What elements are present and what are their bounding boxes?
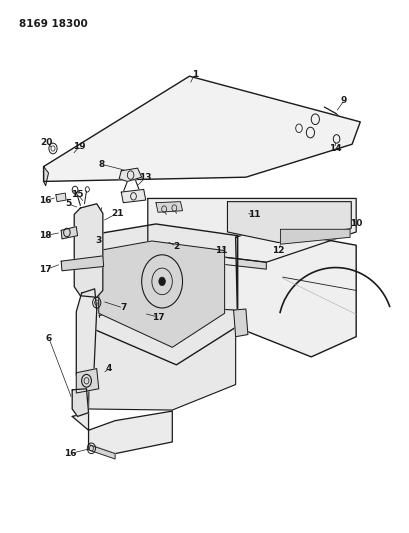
Polygon shape xyxy=(119,168,142,181)
Text: 9: 9 xyxy=(340,96,346,105)
Polygon shape xyxy=(72,389,88,416)
Polygon shape xyxy=(233,309,247,337)
Text: 1: 1 xyxy=(191,70,198,78)
Text: 6: 6 xyxy=(46,334,52,343)
Text: 5: 5 xyxy=(65,199,71,208)
Polygon shape xyxy=(56,193,66,201)
Text: 11: 11 xyxy=(215,246,227,255)
Text: 8169 18300: 8169 18300 xyxy=(19,19,88,29)
Text: 12: 12 xyxy=(272,246,284,255)
Polygon shape xyxy=(88,306,235,410)
Text: 15: 15 xyxy=(71,190,83,199)
Text: 20: 20 xyxy=(40,138,52,147)
Polygon shape xyxy=(43,166,48,185)
Polygon shape xyxy=(147,248,265,269)
Polygon shape xyxy=(227,201,351,243)
Text: 3: 3 xyxy=(95,237,102,246)
Polygon shape xyxy=(86,224,237,365)
Text: 11: 11 xyxy=(247,210,260,219)
Polygon shape xyxy=(121,189,145,203)
Text: 18: 18 xyxy=(38,231,51,240)
Text: 4: 4 xyxy=(106,364,112,373)
Text: 19: 19 xyxy=(73,142,85,151)
Text: 2: 2 xyxy=(173,242,179,251)
Polygon shape xyxy=(43,76,360,181)
Polygon shape xyxy=(76,368,99,393)
Polygon shape xyxy=(61,256,103,271)
Text: 13: 13 xyxy=(139,173,152,182)
Polygon shape xyxy=(155,201,182,212)
Text: 21: 21 xyxy=(110,209,123,218)
Polygon shape xyxy=(280,229,349,244)
Text: 17: 17 xyxy=(151,312,164,321)
Polygon shape xyxy=(76,289,97,390)
Text: 16: 16 xyxy=(64,449,76,458)
Polygon shape xyxy=(61,227,77,239)
Text: 16: 16 xyxy=(38,196,51,205)
Polygon shape xyxy=(88,445,115,459)
Text: 14: 14 xyxy=(328,144,340,153)
Polygon shape xyxy=(235,228,355,357)
Text: 7: 7 xyxy=(120,303,126,312)
Polygon shape xyxy=(74,204,103,297)
Polygon shape xyxy=(99,241,224,348)
Polygon shape xyxy=(72,411,172,454)
Text: 8: 8 xyxy=(99,160,105,169)
Text: 17: 17 xyxy=(39,265,52,274)
Polygon shape xyxy=(147,198,355,262)
Text: 10: 10 xyxy=(349,220,362,229)
Circle shape xyxy=(158,277,165,286)
